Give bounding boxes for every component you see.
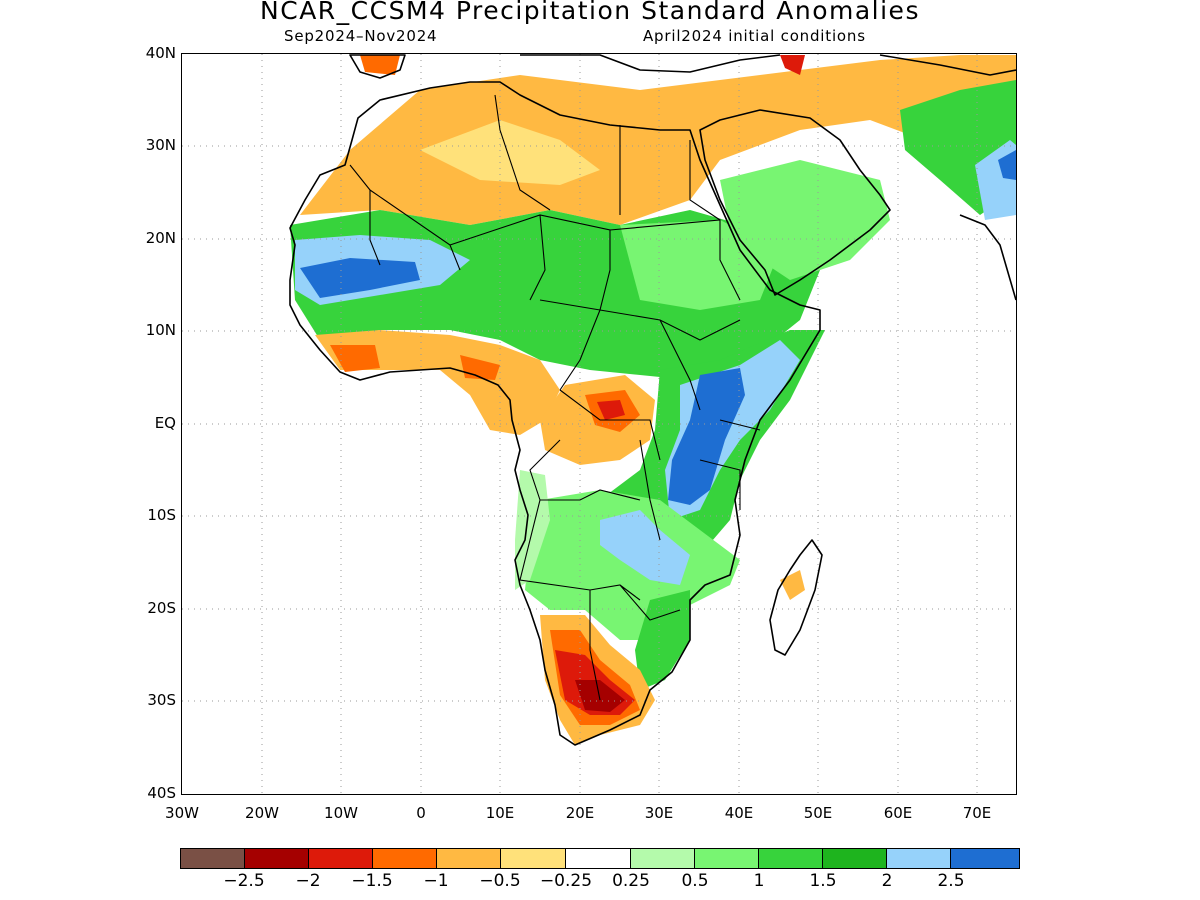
anomaly-sahel-dkblue: [300, 258, 420, 298]
lat-label: 20S: [147, 599, 176, 617]
anomaly-east-dkblue: [668, 368, 745, 505]
colorbar-swatch: [758, 848, 823, 869]
colorbar-swatch: [372, 848, 437, 869]
colorbar-swatch: [244, 848, 309, 869]
lat-label: 20N: [145, 229, 176, 247]
colorbar-label: −0.5: [479, 871, 521, 891]
initial-conditions-label: April2024 initial conditions: [643, 27, 866, 45]
lat-label: 40N: [145, 44, 176, 62]
lon-label: 40E: [724, 804, 754, 822]
lon-label: 30W: [165, 804, 199, 822]
colorbar-swatch: [436, 848, 501, 869]
lon-label: 10W: [324, 804, 358, 822]
lat-label: 10S: [147, 506, 176, 524]
lon-label: 60E: [883, 804, 913, 822]
lat-label: 30S: [147, 691, 176, 709]
lon-label: 20W: [245, 804, 279, 822]
anomaly-south-blue: [600, 510, 690, 585]
colorbar-swatch: [565, 848, 631, 869]
iberia-coastline: [349, 54, 406, 79]
anomaly-arabia-wet: [720, 160, 890, 280]
anomaly-kalahari-core: [575, 680, 625, 712]
lat-label: 10N: [145, 321, 176, 339]
anomaly-india-dkblue: [998, 150, 1016, 180]
season-label: Sep2024–Nov2024: [284, 27, 438, 45]
europe-coastline: [520, 54, 781, 73]
anomaly-madagascar: [780, 570, 805, 600]
anomaly-fields: [290, 55, 1016, 745]
lat-label: EQ: [154, 414, 176, 432]
anomaly-sahara-light: [420, 120, 600, 185]
colorbar-swatch: [630, 848, 695, 869]
anomaly-guinea-strong: [330, 345, 380, 372]
lat-label: 40S: [147, 784, 176, 802]
colorbar-label: 1: [753, 871, 765, 891]
asia-coastline: [879, 54, 1016, 301]
colorbar-swatch: [950, 848, 1020, 869]
lon-label: 20E: [565, 804, 595, 822]
colorbar-label: 2: [881, 871, 893, 891]
anomaly-med-strong: [360, 55, 400, 75]
anomaly-med-strong-east: [780, 55, 805, 75]
map-title: NCAR_CCSM4 Precipitation Standard Anomal…: [260, 0, 920, 25]
colorbar-swatch: [500, 848, 566, 869]
colorbar-swatch: [180, 848, 245, 869]
colorbar-label: −1.5: [351, 871, 393, 891]
lat-label: 30N: [145, 136, 176, 154]
lon-label: 70E: [962, 804, 992, 822]
colorbar-swatch: [886, 848, 951, 869]
colorbar-swatch: [822, 848, 887, 869]
colorbar-label: 1.5: [809, 871, 837, 891]
arabia-coastline: [699, 109, 891, 296]
colorbar-label: −0.25: [539, 871, 593, 891]
madagascar-coastline: [769, 539, 823, 656]
colorbar-label: −1: [423, 871, 449, 891]
anomaly-mozambique-green: [635, 590, 690, 690]
country-borders: [349, 94, 761, 701]
colorbar-label: 2.5: [937, 871, 965, 891]
colorbar-swatch: [694, 848, 759, 869]
colorbar-label: −2: [295, 871, 321, 891]
anomaly-sahara-dry: [300, 55, 1016, 225]
lon-label: 0: [416, 804, 426, 822]
colorbar-label: 0.5: [681, 871, 709, 891]
lon-label: 30E: [644, 804, 674, 822]
lon-label: 50E: [803, 804, 833, 822]
colorbar-label: 0.25: [612, 871, 650, 891]
anomaly-congo-core: [597, 400, 625, 420]
colorbar-label: −2.5: [223, 871, 265, 891]
coastlines: [289, 54, 1016, 746]
colorbar-swatch: [308, 848, 373, 869]
africa-coastline: [289, 81, 821, 746]
anomaly-sahel-light: [620, 220, 780, 310]
lon-label: 10E: [485, 804, 515, 822]
